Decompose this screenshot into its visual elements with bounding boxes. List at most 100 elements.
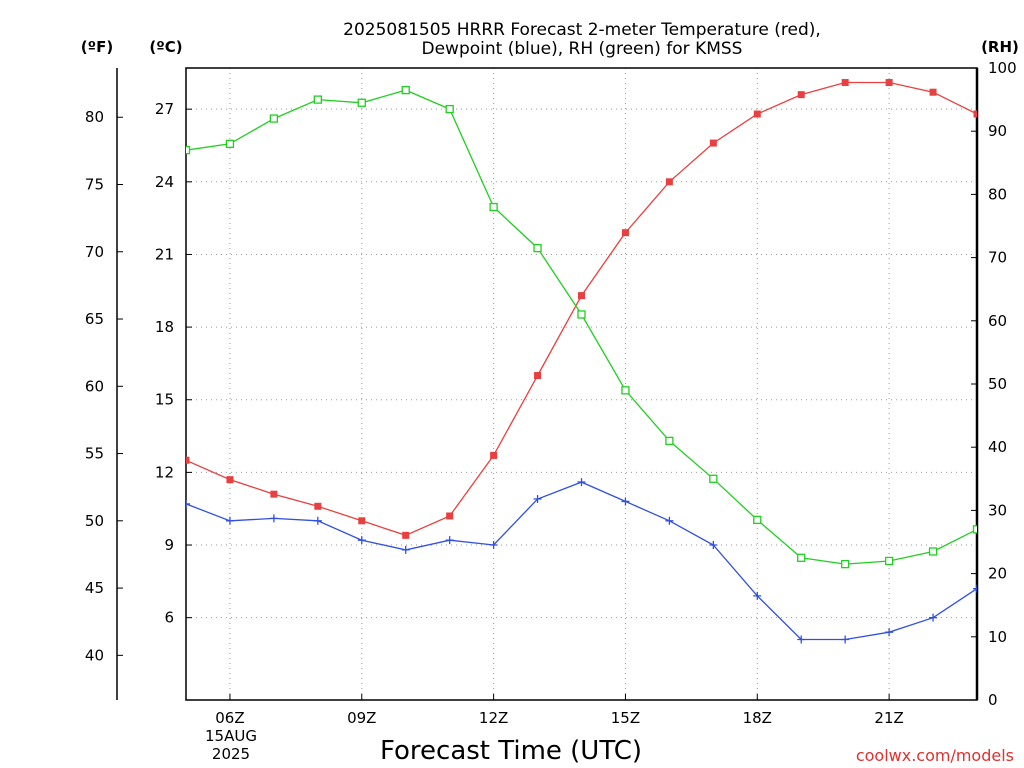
rh-point: [884, 556, 894, 566]
celsius-tick-label: 6: [164, 609, 174, 627]
temperature-point: [186, 456, 190, 464]
dewpoint-point: [269, 514, 278, 523]
date-label-day: 15AUG: [205, 727, 257, 745]
rh-point: [186, 146, 191, 155]
temperature-point: [402, 531, 410, 539]
rh-tick-label: 70: [988, 249, 1007, 267]
gridlines: [186, 68, 977, 700]
x-tick-label: 12Z: [479, 709, 508, 727]
rh-point: [841, 559, 850, 569]
dewpoint-point: [841, 635, 850, 644]
rh-tick-label: 20: [988, 565, 1007, 583]
fahrenheit-tick-label: 60: [85, 377, 104, 395]
temperature-point: [358, 517, 366, 525]
temperature-point: [797, 91, 805, 99]
dewpoint-point: [621, 497, 630, 506]
celsius-tick-label: 15: [155, 391, 174, 409]
chart-title-line1: 2025081505 HRRR Forecast 2-meter Tempera…: [343, 20, 821, 40]
dewpoint-point: [313, 516, 322, 525]
temperature-point: [929, 88, 937, 96]
rh-tick-label: 60: [988, 312, 1007, 330]
temperature-point: [446, 512, 454, 520]
fahrenheit-tick-label: 75: [85, 175, 104, 193]
dewpoint-point: [533, 495, 542, 504]
x-tick-label: 09Z: [347, 709, 376, 727]
dewpoint-point: [709, 541, 718, 550]
rh-tick-label: 30: [988, 501, 1007, 519]
rh-tick-label: 0: [988, 691, 998, 709]
dewpoint-point: [401, 545, 410, 554]
rh-tick-label: 40: [988, 438, 1007, 456]
rh-tick-label: 10: [988, 628, 1007, 646]
plot-frame: [185, 67, 978, 701]
rh-point: [225, 139, 235, 148]
rh-point: [269, 114, 279, 123]
fahrenheit-tick-label: 65: [85, 310, 104, 328]
celsius-tick-label: 12: [155, 463, 174, 481]
dewpoint-point: [929, 613, 938, 622]
rh-point: [577, 310, 586, 319]
rh-point: [489, 202, 498, 212]
celsius-tick-label: 24: [155, 173, 174, 191]
dewpoint-line: [186, 481, 977, 641]
temperature-point: [621, 229, 629, 237]
rh-point: [533, 243, 542, 253]
temperature-point: [270, 490, 278, 498]
celsius-tick-label: 18: [155, 318, 174, 336]
temperature-point: [490, 451, 498, 459]
x-tick-label: 06Z: [215, 709, 244, 727]
fahrenheit-tick-label: 45: [85, 579, 104, 597]
x-tick-label: 18Z: [743, 709, 772, 727]
celsius-tick-label: 27: [155, 100, 174, 118]
temperature-point: [578, 292, 585, 300]
rh-tick-label: 80: [988, 185, 1007, 203]
rh-point: [665, 436, 674, 446]
rh-point: [797, 553, 806, 562]
rh-tick-label: 100: [988, 59, 1017, 77]
fahrenheit-tick-label: 80: [85, 108, 104, 126]
rh-point: [753, 515, 762, 525]
x-axis-title: Forecast Time (UTC): [380, 736, 642, 766]
fahrenheit-tick-label: 50: [85, 512, 104, 530]
rh-point: [357, 98, 366, 107]
rh-point: [313, 95, 322, 104]
dewpoint-point: [885, 628, 894, 637]
celsius-tick-label: 21: [155, 245, 174, 263]
credit-label: coolwx.com/models: [856, 746, 1014, 765]
temperature-point: [314, 502, 322, 510]
temperature-point: [841, 79, 849, 87]
dewpoint-point: [489, 541, 498, 550]
fahrenheit-tick-label: 55: [85, 445, 104, 463]
temperature-point: [534, 372, 542, 380]
x-tick-label: 15Z: [611, 709, 640, 727]
axes: 40 45 50 55 60 65 70 75 80 6 9 12 15 18 21 24 27 0 10 20 30 4…: [85, 59, 1017, 727]
dewpoint-point: [665, 516, 674, 525]
dewpoint-point: [225, 516, 234, 525]
temperature-point: [665, 178, 673, 186]
dewpoint-point: [577, 478, 586, 487]
rh-point: [445, 104, 454, 114]
rh-unit-label: (RH): [981, 38, 1019, 56]
temperature-point: [885, 79, 893, 87]
rh-point: [621, 386, 630, 395]
temperature-point: [753, 110, 761, 118]
celsius-unit-label: (ºC): [149, 38, 182, 56]
dewpoint-point: [186, 499, 190, 508]
rh-tick-label: 50: [988, 375, 1007, 393]
fahrenheit-tick-label: 40: [85, 646, 104, 664]
dewpoint-point: [797, 635, 806, 644]
temperature-line: [186, 81, 977, 536]
fahrenheit-unit-label: (ºF): [81, 38, 113, 56]
dewpoint-point: [973, 584, 977, 593]
temperature-point: [226, 476, 234, 484]
x-tick-label: 21Z: [874, 709, 903, 727]
temperature-point: [973, 110, 977, 118]
celsius-tick-label: 9: [164, 536, 174, 554]
series-layer: [186, 79, 977, 644]
dewpoint-point: [753, 591, 762, 600]
rh-point: [401, 85, 410, 95]
rh-point: [972, 525, 977, 534]
fahrenheit-tick-label: 70: [85, 243, 104, 261]
temperature-point: [709, 139, 717, 147]
